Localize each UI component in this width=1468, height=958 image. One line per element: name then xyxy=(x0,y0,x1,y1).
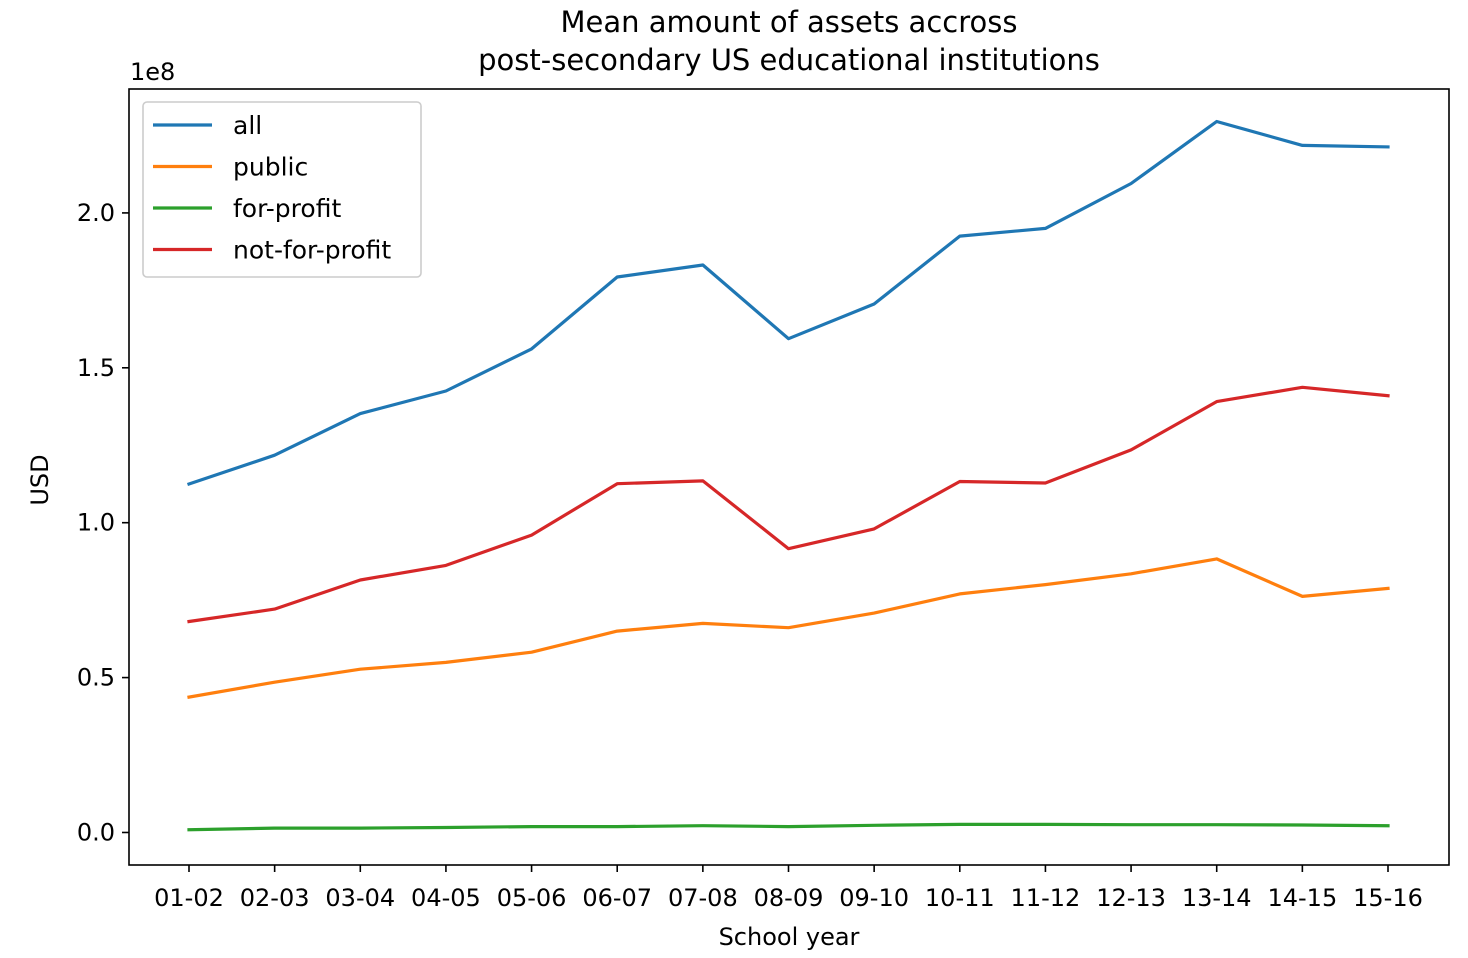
chart-title-line-1: Mean amount of assets accross xyxy=(561,5,1018,39)
x-tick-label: 03-04 xyxy=(325,884,395,912)
y-tick-label: 0.0 xyxy=(77,818,115,846)
legend-label-all: all xyxy=(233,111,262,140)
x-tick-label: 13-14 xyxy=(1182,884,1252,912)
x-tick-label: 09-10 xyxy=(839,884,909,912)
y-offset-label: 1e8 xyxy=(130,58,175,86)
series-line-all xyxy=(186,119,1390,487)
legend-box xyxy=(142,101,422,278)
legend-label-not-for-profit: not-for-profit xyxy=(233,236,391,265)
x-tick-label: 08-09 xyxy=(754,884,824,912)
y-tick-label: 1.0 xyxy=(77,509,115,537)
series-line-public xyxy=(187,557,1390,699)
x-tick-label: 15-16 xyxy=(1353,884,1423,912)
legend-label-for-profit: for-profit xyxy=(233,194,341,223)
x-tick-label: 06-07 xyxy=(582,884,652,912)
axes: 01-02 02-03 03-04 04-05 05-06 06-07 07-08 08-09… xyxy=(77,88,1450,912)
series-line-not-for-profit xyxy=(187,385,1390,624)
series-line-for-profit xyxy=(187,822,1390,832)
y-tick-label: 1.5 xyxy=(77,354,115,382)
y-tick-label: 2.0 xyxy=(77,199,115,227)
x-tick-label: 05-06 xyxy=(497,884,567,912)
x-tick-label: 07-08 xyxy=(668,884,738,912)
x-tick-label: 10-11 xyxy=(925,884,995,912)
y-tick-label: 0.5 xyxy=(77,664,115,692)
x-tick-label: 04-05 xyxy=(411,884,481,912)
x-tick-label: 12-13 xyxy=(1096,884,1166,912)
x-tick-label: 01-02 xyxy=(154,884,224,912)
x-axis-label: School year xyxy=(719,923,860,951)
chart-title-line-2: post-secondary US educational institutio… xyxy=(478,43,1100,77)
x-tick-label: 02-03 xyxy=(240,884,310,912)
plot-lines xyxy=(186,119,1390,832)
legend-label-public: public xyxy=(233,153,308,182)
legend: all public for-profit not-for-profit xyxy=(142,101,422,278)
x-tick-label: 11-12 xyxy=(1011,884,1081,912)
x-tick-label: 14-15 xyxy=(1267,884,1337,912)
y-axis-label: USD xyxy=(26,454,54,505)
